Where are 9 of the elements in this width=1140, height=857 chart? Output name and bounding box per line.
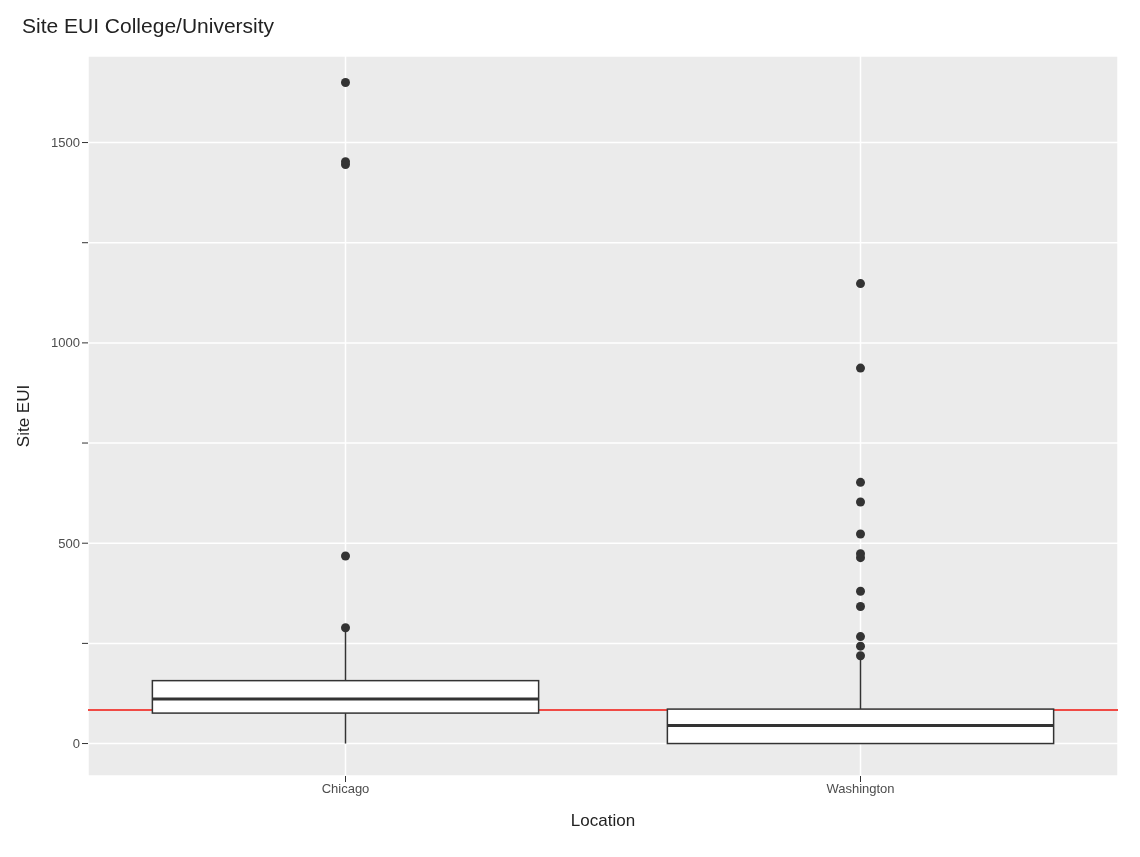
y-tick-label: 500 (58, 535, 80, 551)
x-axis-title: Location (570, 811, 636, 830)
y-tick-label: 0 (72, 736, 80, 752)
y-tick-label: 1000 (51, 335, 80, 351)
y-tick-label: 1500 (51, 135, 80, 151)
chart-title: Site EUI College/University (21, 13, 276, 39)
x-tick-label: Chicago (321, 781, 370, 797)
y-axis-title: Site EUI (14, 384, 34, 448)
x-tick-label: Washington (826, 781, 895, 797)
